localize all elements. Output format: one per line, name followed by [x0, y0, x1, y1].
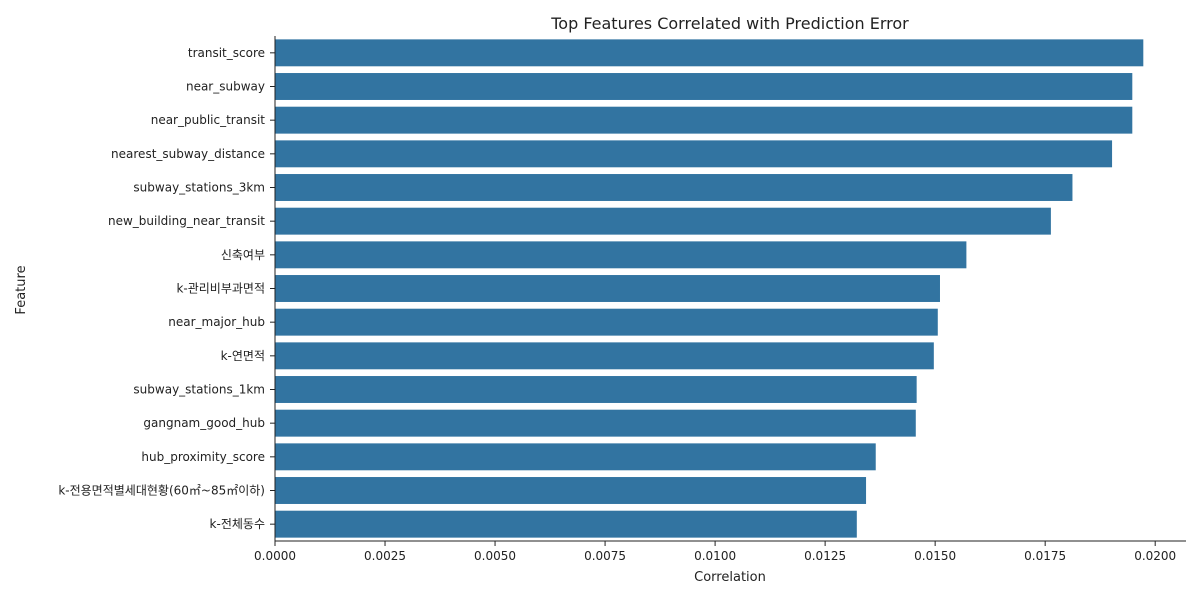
- y-axis-title: Feature: [14, 265, 29, 314]
- bar: [275, 376, 917, 403]
- x-tick-label: 0.0100: [694, 549, 736, 563]
- x-axis-ticks: 0.0000 0.0025 0.0050 0.0075 0.0100 0.0125 0.01…: [254, 541, 1176, 563]
- bar: [275, 106, 1133, 134]
- x-tick-label: 0.0050: [474, 549, 516, 563]
- bar: [275, 174, 1073, 201]
- bar: [275, 241, 967, 269]
- bar: [275, 510, 857, 538]
- y-tick-label: k-전용면적별세대현황(60㎡~85㎡이하): [58, 484, 265, 498]
- y-tick-label: near_subway: [186, 80, 265, 94]
- x-tick-label: 0.0150: [914, 549, 956, 563]
- bar: [275, 207, 1051, 235]
- y-axis-ticks: transit_score near_subway near_public_tran…: [58, 46, 275, 531]
- x-tick-label: 0.0175: [1024, 549, 1066, 563]
- y-tick-label: 신축여부: [221, 248, 265, 262]
- y-tick-label: gangnam_good_hub: [143, 416, 265, 430]
- bar: [275, 477, 867, 504]
- y-tick-label: k-연면적: [221, 349, 265, 363]
- bar: [275, 140, 1113, 168]
- y-tick-label: k-관리비부과면적: [176, 282, 265, 296]
- y-tick-label: transit_score: [188, 46, 265, 60]
- bar: [275, 342, 934, 370]
- x-tick-label: 0.0025: [364, 549, 406, 563]
- y-tick-label: new_building_near_transit: [108, 214, 265, 228]
- bar: [275, 275, 940, 302]
- y-tick-label: near_public_transit: [151, 113, 266, 127]
- y-tick-label: hub_proximity_score: [141, 450, 265, 464]
- y-tick-label: k-전체동수: [210, 517, 265, 531]
- bar: [275, 39, 1144, 67]
- bar: [275, 73, 1133, 100]
- x-axis-title: Correlation: [694, 570, 766, 585]
- y-tick-label: subway_stations_1km: [133, 383, 265, 397]
- y-tick-label: subway_stations_3km: [133, 181, 265, 195]
- x-tick-label: 0.0075: [584, 549, 626, 563]
- x-tick-label: 0.0125: [804, 549, 846, 563]
- y-tick-label: nearest_subway_distance: [111, 147, 265, 161]
- x-tick-label: 0.0200: [1134, 549, 1176, 563]
- bar: [275, 308, 938, 336]
- bar: [275, 409, 916, 437]
- bars-group: [275, 39, 1144, 538]
- y-tick-label: near_major_hub: [168, 315, 265, 329]
- bar: [275, 443, 876, 471]
- x-tick-label: 0.0000: [254, 549, 296, 563]
- chart-title: Top Features Correlated with Prediction …: [550, 14, 909, 33]
